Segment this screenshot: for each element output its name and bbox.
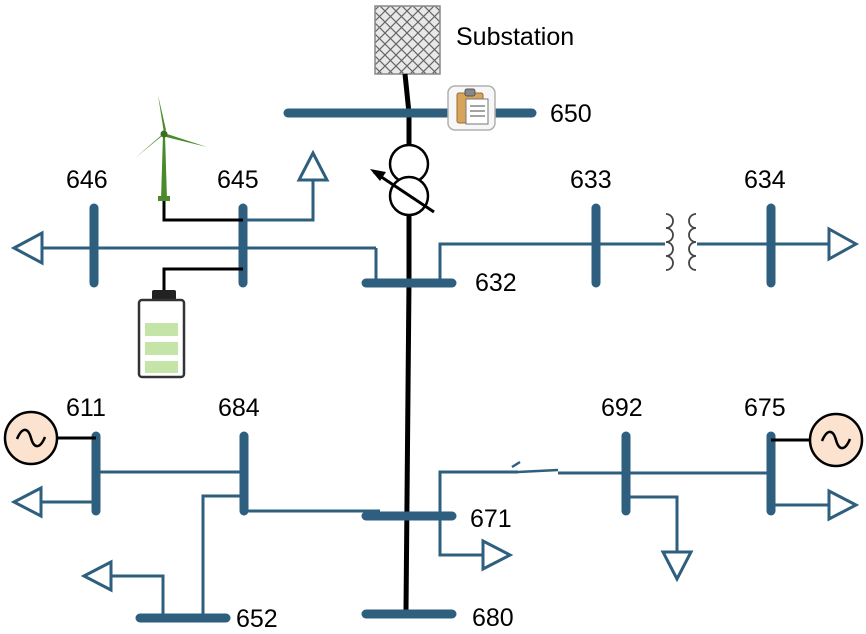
transformer-icon[interactable] (665, 213, 697, 271)
line-battery-645 (162, 267, 243, 290)
bus-label-684: 684 (218, 394, 260, 422)
bus-label-645: 645 (217, 166, 259, 194)
load-675-icon (827, 488, 860, 522)
substation-label: Substation (456, 23, 574, 51)
line-wind-645 (162, 201, 243, 222)
bus-label-680: 680 (472, 604, 514, 632)
generator-675-icon[interactable] (808, 412, 864, 468)
clipboard-icon[interactable] (447, 85, 496, 131)
bus-label-634: 634 (744, 166, 786, 194)
generator-611-icon[interactable] (3, 410, 59, 466)
line-645-load (243, 180, 315, 222)
line-671-684 (245, 470, 380, 513)
line-652-load (111, 574, 165, 618)
bus-label-675: 675 (744, 394, 786, 422)
load-634-icon (827, 226, 860, 262)
substation-box-icon (374, 5, 441, 75)
bus-label-633: 633 (570, 166, 612, 194)
battery-icon[interactable] (137, 290, 186, 379)
bus-label-650: 650 (550, 100, 592, 128)
wind-turbine-icon[interactable] (135, 95, 207, 201)
bus-label-652: 652 (236, 605, 278, 633)
line-671-load (438, 516, 483, 557)
bus-label-671: 671 (470, 505, 512, 533)
line-684-652 (201, 494, 244, 616)
bus-label-611: 611 (66, 394, 106, 422)
load-652-icon (80, 559, 113, 593)
load-611-icon (10, 485, 43, 519)
load-692-icon (660, 550, 694, 583)
substation: Substation (374, 5, 574, 75)
load-646-icon (10, 230, 44, 266)
line-632-633 (438, 242, 596, 283)
bus-label-646: 646 (66, 166, 108, 194)
voltage-regulator-icon[interactable] (370, 143, 435, 217)
bus-label-692: 692 (601, 394, 643, 422)
load-671-icon (481, 538, 514, 572)
line-692-load (626, 495, 679, 552)
switch-icon[interactable] (511, 460, 559, 474)
line-671-switch (438, 470, 518, 516)
load-645-icon (296, 149, 330, 182)
bus-label-632: 632 (475, 269, 517, 297)
